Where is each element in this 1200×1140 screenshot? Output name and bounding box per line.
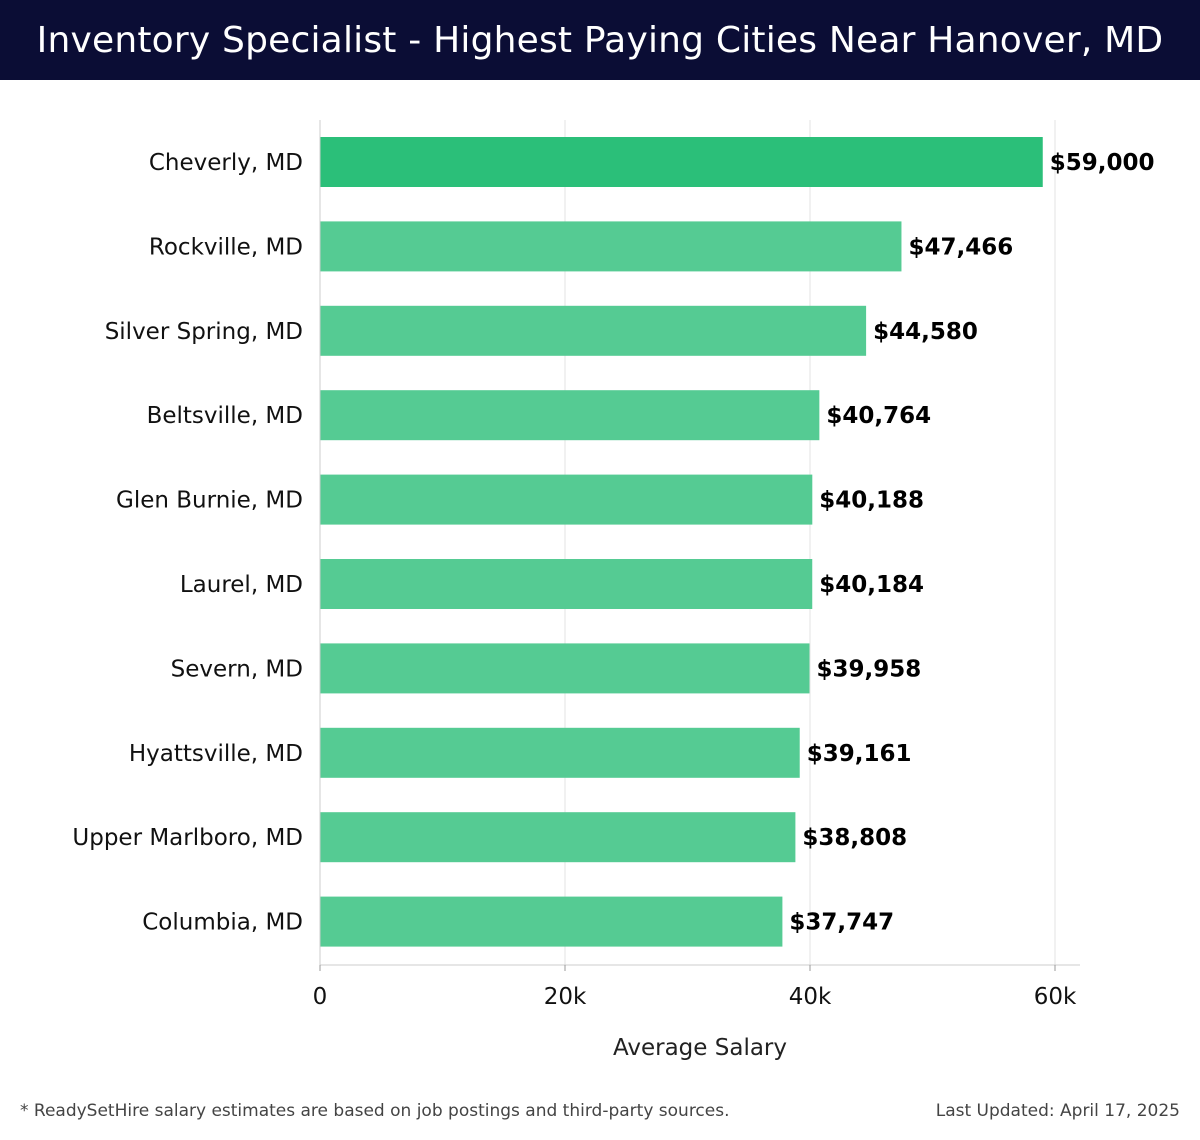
data-label: $59,000 — [1050, 150, 1155, 176]
data-label: $39,161 — [807, 741, 912, 767]
data-label: $38,808 — [802, 825, 907, 851]
bar — [320, 559, 813, 609]
data-label: $40,764 — [826, 403, 931, 429]
last-updated: Last Updated: April 17, 2025 — [935, 1101, 1180, 1121]
bar — [320, 812, 796, 863]
bar — [320, 474, 813, 525]
bars-group — [320, 137, 1043, 947]
x-axis: 0 20k 40k 60k — [313, 120, 1080, 1010]
chart-title: Inventory Specialist - Highest Paying Ci… — [36, 19, 1164, 61]
category-label: Severn, MD — [171, 656, 303, 682]
data-label: $40,184 — [819, 572, 924, 598]
category-label: Upper Marlboro, MD — [72, 825, 303, 851]
data-label: $44,580 — [873, 319, 978, 345]
data-label: $37,747 — [789, 910, 894, 936]
bar — [320, 390, 820, 441]
bar — [320, 896, 783, 947]
category-label: Columbia, MD — [142, 910, 303, 936]
salary-bar-chart: Cheverly, MD Rockville, MD Silver Spring, … — [72, 120, 1155, 1061]
category-label: Rockville, MD — [149, 234, 303, 260]
data-label: $39,958 — [816, 656, 921, 682]
footnote: * ReadySetHire salary estimates are base… — [20, 1101, 730, 1121]
bar — [320, 221, 902, 272]
category-label: Cheverly, MD — [149, 150, 303, 176]
bar — [320, 137, 1043, 187]
x-tick-label: 60k — [1034, 984, 1077, 1010]
category-label: Beltsville, MD — [147, 403, 303, 429]
category-label: Hyattsville, MD — [129, 741, 303, 767]
x-tick-label: 40k — [789, 984, 832, 1010]
category-label: Silver Spring, MD — [105, 319, 303, 345]
value-labels: $59,000 $47,466 $44,580 $40,764 $40,188 $40,1… — [789, 150, 1154, 936]
category-label: Glen Burnie, MD — [116, 488, 303, 514]
bar — [320, 727, 800, 778]
x-tick-label: 20k — [544, 984, 587, 1010]
bar — [320, 643, 810, 694]
x-tick-label: 0 — [313, 984, 328, 1010]
category-label: Laurel, MD — [180, 572, 303, 598]
bar — [320, 305, 867, 356]
data-label: $40,188 — [819, 488, 924, 514]
chart-header: Inventory Specialist - Highest Paying Ci… — [0, 0, 1200, 80]
data-label: $47,466 — [908, 234, 1013, 260]
x-axis-title: Average Salary — [613, 1035, 787, 1061]
y-axis-labels: Cheverly, MD Rockville, MD Silver Spring, … — [72, 150, 303, 936]
